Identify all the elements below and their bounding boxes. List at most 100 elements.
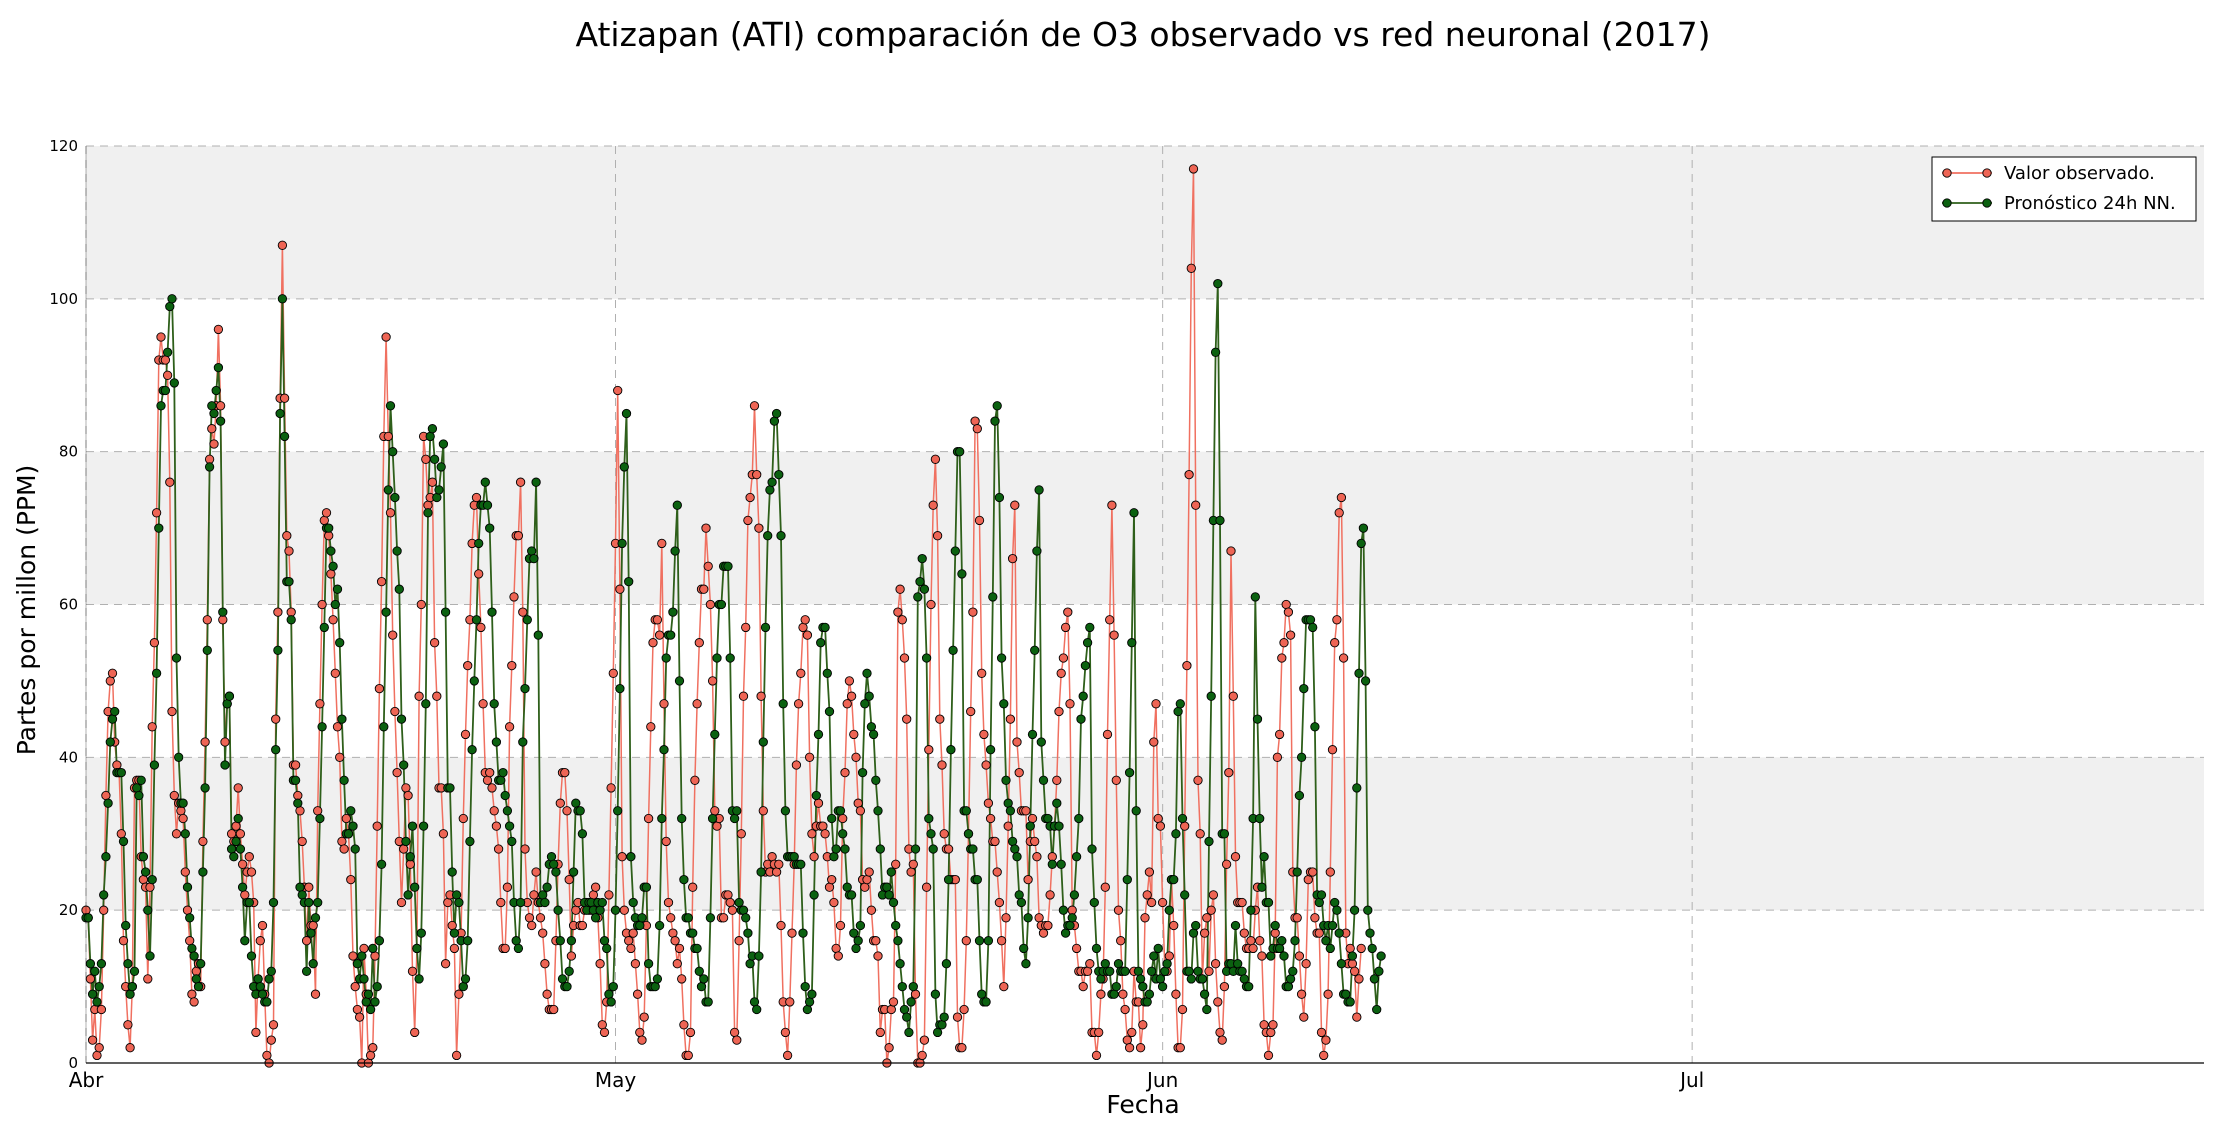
data-point [606, 783, 616, 793]
data-point [178, 813, 188, 824]
data-point [1290, 936, 1300, 946]
data-point [1155, 974, 1166, 984]
data-point [679, 874, 689, 885]
data-point [862, 874, 872, 885]
data-point [639, 1012, 649, 1022]
data-point [346, 806, 356, 816]
data-point [1003, 798, 1013, 808]
data-point [577, 920, 588, 931]
data-point [822, 668, 832, 678]
data-point [376, 859, 387, 869]
data-point [515, 897, 526, 908]
data-point [1043, 813, 1053, 824]
data-point [370, 997, 380, 1007]
data-point [191, 966, 201, 976]
data-point [549, 859, 559, 869]
data-point [1191, 920, 1201, 931]
data-point [1308, 867, 1318, 877]
data-point [723, 561, 733, 571]
data-point [1349, 966, 1360, 976]
data-point [357, 951, 367, 961]
data-point [522, 615, 532, 625]
data-point [1023, 913, 1033, 923]
data-point [1120, 1004, 1130, 1015]
data-point [138, 852, 149, 862]
data-point [171, 653, 182, 663]
data-point [520, 844, 530, 854]
data-point [1299, 683, 1309, 694]
data-point [262, 997, 272, 1007]
data-point [1327, 745, 1338, 755]
data-point [760, 622, 771, 633]
data-point [359, 974, 369, 984]
data-point [244, 852, 254, 862]
data-point [732, 806, 742, 816]
data-point [1146, 897, 1157, 908]
data-point [502, 882, 513, 892]
data-point [763, 531, 773, 541]
data-point [902, 714, 912, 724]
data-point [643, 959, 654, 969]
legend-marker [1982, 198, 1992, 208]
data-point [255, 936, 265, 946]
data-point [1153, 813, 1163, 824]
data-point [85, 974, 96, 984]
legend-marker [1982, 168, 1992, 178]
data-point [286, 615, 296, 625]
data-point [1127, 1027, 1137, 1038]
data-point [1043, 920, 1053, 931]
data-point [224, 691, 235, 701]
data-point [99, 890, 109, 900]
data-point [220, 760, 230, 770]
data-point [279, 431, 290, 442]
data-point [679, 1020, 689, 1030]
data-point [752, 469, 762, 480]
data-point [229, 852, 239, 862]
data-point [162, 347, 173, 357]
data-point [857, 767, 868, 778]
data-point [1082, 638, 1093, 648]
data-point [1283, 981, 1294, 992]
data-point [557, 974, 568, 984]
data-point [765, 485, 775, 495]
data-point [602, 943, 612, 954]
data-point [568, 867, 579, 877]
data-point [977, 989, 987, 999]
data-point [688, 882, 698, 892]
data-point [701, 523, 711, 533]
data-point [1071, 943, 1082, 954]
data-point [222, 699, 232, 709]
data-point [445, 783, 455, 793]
data-point [1199, 989, 1210, 999]
data-point [1056, 668, 1066, 678]
data-point [1246, 936, 1256, 946]
data-point [807, 989, 817, 999]
data-point [873, 806, 883, 816]
data-point [1233, 959, 1243, 969]
data-point [107, 714, 118, 724]
data-point [617, 538, 627, 549]
data-point [193, 981, 204, 992]
data-point [1149, 951, 1159, 961]
data-point [886, 1004, 896, 1015]
data-point [674, 943, 685, 954]
data-point [1210, 959, 1221, 969]
data-point [597, 1020, 607, 1030]
data-point [1162, 959, 1172, 969]
data-point [996, 936, 1007, 946]
data-point [838, 813, 848, 824]
data-point [107, 668, 118, 678]
data-point [458, 813, 468, 824]
data-point [1169, 874, 1179, 885]
data-point [1288, 966, 1298, 976]
data-point [478, 699, 488, 709]
data-point [123, 1020, 133, 1030]
data-point [959, 1004, 969, 1015]
data-point [257, 920, 268, 931]
data-point [555, 936, 565, 946]
data-point [1149, 737, 1159, 747]
data-point [705, 599, 716, 610]
data-point [829, 897, 839, 908]
data-point [1060, 928, 1071, 938]
data-point [282, 531, 292, 541]
